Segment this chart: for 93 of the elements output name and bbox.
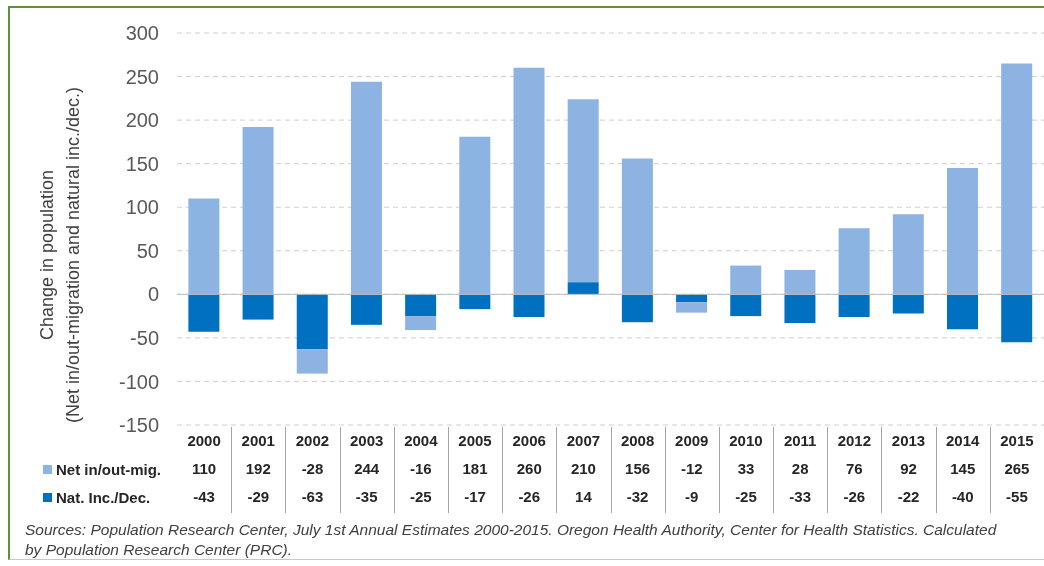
data-label: -25 xyxy=(734,487,758,507)
data-label: -40 xyxy=(950,487,975,507)
y-tick-label: 250 xyxy=(125,65,159,88)
x-tick-label: 2013 xyxy=(890,431,927,451)
data-label: -32 xyxy=(625,487,650,507)
y-tick-label: 0 xyxy=(147,283,159,306)
bar xyxy=(405,316,437,331)
data-label: -22 xyxy=(896,487,921,507)
data-label: 244 xyxy=(353,459,381,479)
data-label: 265 xyxy=(1003,459,1031,479)
y-tick-label: 300 xyxy=(125,22,159,45)
data-label: 76 xyxy=(845,459,864,479)
x-tick-label: 2003 xyxy=(348,431,385,451)
x-tick-label: 2015 xyxy=(999,431,1035,451)
bar xyxy=(513,294,545,317)
data-label: -55 xyxy=(1005,487,1029,507)
x-tick-label: 2002 xyxy=(294,431,331,451)
data-label: -28 xyxy=(300,459,325,479)
data-label: 181 xyxy=(461,459,489,479)
x-tick-label: 2009 xyxy=(674,431,710,451)
data-label: -35 xyxy=(354,487,379,507)
data-label: -26 xyxy=(842,487,867,507)
data-label: -33 xyxy=(788,487,812,507)
bar xyxy=(784,294,816,324)
data-label: -26 xyxy=(517,487,542,507)
data-label: -25 xyxy=(409,487,433,507)
y-tick-label: 50 xyxy=(136,239,159,262)
bar xyxy=(784,269,816,295)
y-tick-label: -150 xyxy=(118,414,159,437)
y-tick-label: -100 xyxy=(118,370,159,393)
y-tick-label: -50 xyxy=(130,326,159,349)
data-label: -17 xyxy=(463,487,487,507)
data-label: 210 xyxy=(569,459,597,479)
bar xyxy=(242,127,274,295)
x-tick-label: 2005 xyxy=(457,431,493,451)
bar xyxy=(350,81,382,295)
data-label: 92 xyxy=(899,459,918,479)
x-tick-label: 2008 xyxy=(619,431,656,451)
data-label: 192 xyxy=(244,459,272,479)
bar xyxy=(567,99,599,283)
data-label: 33 xyxy=(736,459,756,479)
x-tick-label: 2010 xyxy=(728,431,764,451)
bar xyxy=(1001,63,1033,295)
bar xyxy=(513,67,545,295)
y-axis-title: Change in population (Net in/out-migration and natural inc./dec.) xyxy=(36,86,84,424)
data-label: 28 xyxy=(790,459,810,479)
bar xyxy=(459,294,491,310)
y-tick-label: 150 xyxy=(125,152,159,175)
bar xyxy=(296,294,328,350)
x-tick-label: 2001 xyxy=(240,431,276,451)
bar xyxy=(730,294,762,317)
x-tick-label: 2004 xyxy=(403,431,439,451)
bar xyxy=(621,294,653,323)
bar xyxy=(947,294,978,330)
data-label: -29 xyxy=(246,487,271,507)
x-tick-label: 2012 xyxy=(836,431,873,451)
bar xyxy=(296,349,328,374)
x-tick-label: 2011 xyxy=(782,431,818,451)
bar xyxy=(1001,294,1033,343)
bar xyxy=(892,214,924,295)
data-label: 145 xyxy=(949,459,977,479)
x-tick-label: 2000 xyxy=(186,431,222,451)
data-label: -63 xyxy=(300,487,325,507)
x-tick-label: 2007 xyxy=(565,431,602,451)
x-tick-label: 2006 xyxy=(511,431,547,451)
bar xyxy=(676,302,708,313)
bar xyxy=(405,294,437,317)
data-label: -16 xyxy=(409,459,433,479)
data-label: 260 xyxy=(515,459,543,479)
data-label: 110 xyxy=(191,459,218,479)
y-tick-label: 100 xyxy=(125,196,159,219)
source-note: Sources: Population Research Center, July 1st Annual Estimates 2000-2015. Oregon Health Authority, Center for Health Statistics. Calculated by Population Research Center (PRC). xyxy=(25,520,998,560)
bar xyxy=(188,198,220,295)
x-tick-label: 2014 xyxy=(945,431,981,451)
bar xyxy=(838,228,870,295)
bar xyxy=(459,136,491,295)
bar xyxy=(188,294,220,332)
data-label: -9 xyxy=(684,487,700,507)
bar xyxy=(892,294,924,314)
legend-label: Nat. Inc./Dec. xyxy=(56,488,151,506)
bar xyxy=(947,168,978,295)
bar xyxy=(838,294,870,317)
bar xyxy=(350,294,382,325)
data-label: 14 xyxy=(574,487,593,507)
bar xyxy=(730,265,762,295)
data-label: -43 xyxy=(192,487,216,507)
legend-label: Net in/out-mig. xyxy=(56,460,161,478)
y-tick-label: 200 xyxy=(125,109,159,132)
bar xyxy=(621,158,653,295)
data-label: -12 xyxy=(679,459,704,479)
bar xyxy=(567,282,599,295)
data-label: 156 xyxy=(624,459,652,479)
bar xyxy=(242,294,274,320)
